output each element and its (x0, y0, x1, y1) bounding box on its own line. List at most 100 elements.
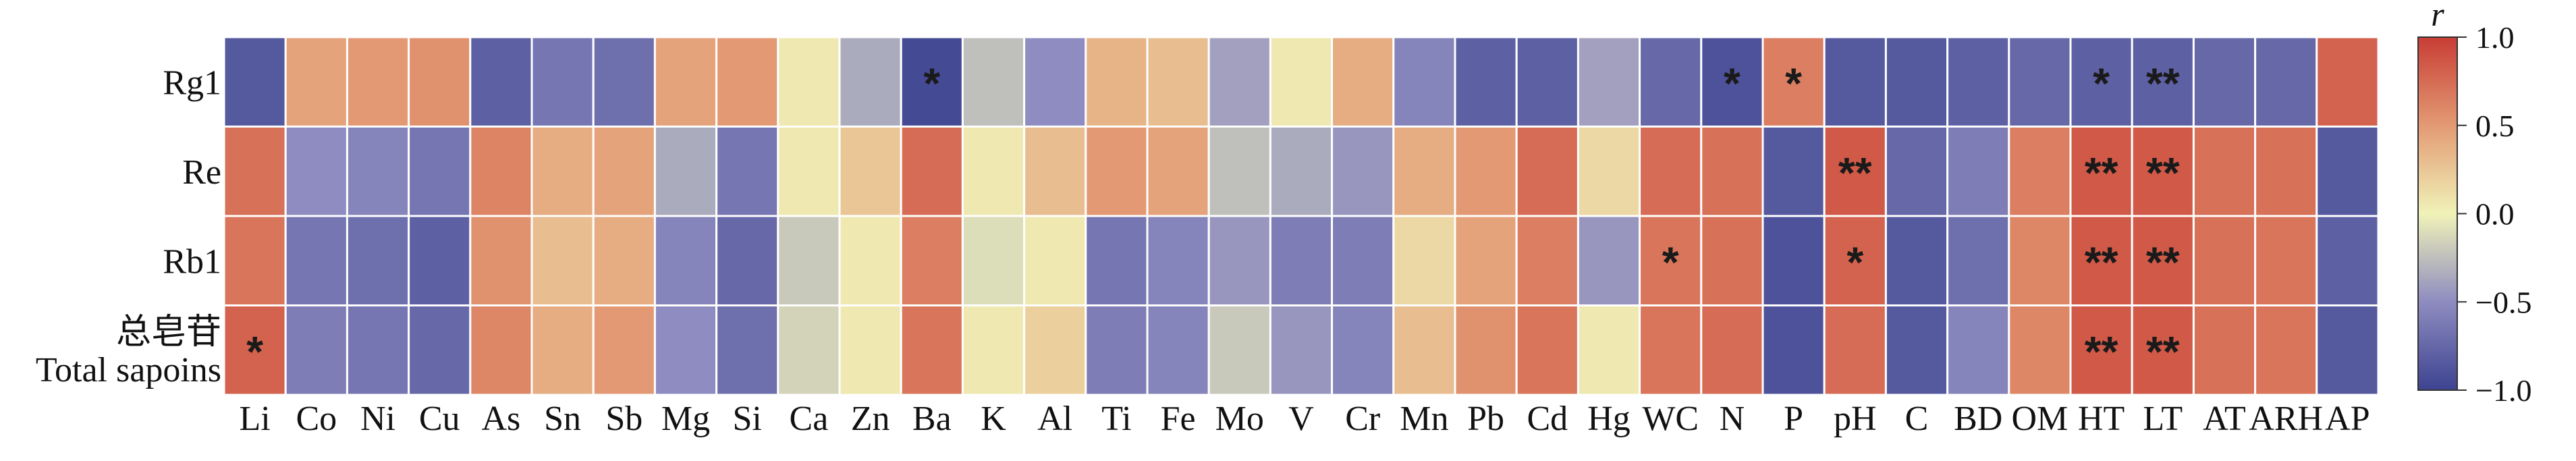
heatmap-cell (1823, 126, 1887, 217)
heatmap-cell (408, 215, 472, 306)
heatmap-cell (530, 36, 595, 128)
heatmap-cell (408, 126, 472, 217)
heatmap-cell (1269, 215, 1334, 306)
heatmap-cell (1577, 215, 1641, 306)
heatmap-cell (1392, 36, 1456, 128)
column-label: HT (2078, 400, 2125, 438)
colorbar-label: r (2431, 0, 2444, 33)
heatmap-cell (1085, 126, 1149, 217)
heatmap-cell (2131, 126, 2195, 217)
heatmap-cell (838, 36, 902, 128)
heatmap-cell (900, 126, 964, 217)
heatmap-cell (2069, 304, 2133, 396)
heatmap-cell (2254, 36, 2318, 128)
heatmap-cell (1392, 304, 1456, 396)
heatmap-cell (1331, 215, 1395, 306)
column-label: pH (1834, 400, 1877, 438)
heatmap-cell (1023, 304, 1087, 396)
heatmap-cell (900, 215, 964, 306)
heatmap-cell (1207, 126, 1271, 217)
heatmap-cell (1761, 126, 1826, 217)
colorbar: r 1.0 0.5 0.0 −0.5 −1.0 (2417, 0, 2531, 408)
heatmap-cell (530, 126, 595, 217)
heatmap-cell (2315, 36, 2380, 128)
heatmap-cell (2192, 126, 2257, 217)
heatmap-cell (1884, 126, 1949, 217)
heatmap-cells (223, 36, 2380, 396)
heatmap-cell (2315, 126, 2380, 217)
heatmap-cell (1269, 304, 1334, 396)
heatmap-cell (346, 36, 410, 128)
heatmap-cell (469, 304, 533, 396)
significance-mark: * (1662, 238, 1679, 286)
heatmap-cell (1085, 36, 1149, 128)
heatmap-cell (2315, 215, 2380, 306)
colorbar-tick-label: 0.0 (2475, 197, 2515, 232)
heatmap-cell (1577, 36, 1641, 128)
heatmap-cell (2315, 304, 2380, 396)
heatmap-cell (653, 215, 718, 306)
heatmap-cell (2254, 304, 2318, 396)
heatmap-cell (1823, 36, 1887, 128)
heatmap-cell (592, 36, 656, 128)
heatmap-cell (2192, 304, 2257, 396)
column-label: AT (2203, 400, 2246, 438)
column-label: P (1784, 400, 1803, 438)
heatmap-cell (1761, 215, 1826, 306)
column-label: Sn (544, 400, 581, 438)
column-label: OM (2012, 400, 2068, 438)
heatmap-cell (2254, 215, 2318, 306)
column-label: Pb (1467, 400, 1504, 438)
column-label: Mo (1215, 400, 1264, 438)
heatmap-cell (715, 126, 779, 217)
column-labels: Li Co Ni Cu As Sn Sb Mg Si Ca Zn Ba K Al Ti Fe Mo V Cr Mn Pb… (239, 400, 2369, 438)
colorbar-tick-label: −0.5 (2475, 285, 2531, 319)
heatmap-cell (900, 36, 964, 128)
colorbar-tick-label: −1.0 (2475, 373, 2531, 408)
heatmap-cell (1454, 126, 1518, 217)
heatmap-cell (1700, 36, 1764, 128)
row-label: Rg1 (163, 63, 221, 102)
heatmap-cell (469, 36, 533, 128)
heatmap-cell (1700, 215, 1764, 306)
column-label: BD (1954, 400, 2002, 438)
column-label: K (981, 400, 1006, 438)
column-label: Cu (419, 400, 460, 438)
heatmap-cell (2254, 126, 2318, 217)
heatmap-cell (1331, 126, 1395, 217)
heatmap-cell (1331, 36, 1395, 128)
column-label: Sb (605, 400, 642, 438)
colorbar-tick-label: 0.5 (2475, 109, 2515, 143)
column-label: Si (733, 400, 762, 438)
row-label: Re (182, 153, 221, 192)
heatmap-cell (1515, 215, 1579, 306)
heatmap-cell (1085, 304, 1149, 396)
heatmap-cell (1207, 215, 1271, 306)
significance-mark: ** (2085, 327, 2118, 376)
heatmap-cell (408, 36, 472, 128)
significance-mark: ** (2085, 238, 2118, 286)
column-label: Ti (1101, 400, 1131, 438)
significance-mark: ** (2085, 148, 2118, 197)
heatmap-cell (284, 36, 348, 128)
heatmap-cell (2192, 36, 2257, 128)
heatmap-cell (2008, 126, 2072, 217)
heatmap-cell (1146, 215, 1210, 306)
heatmap-cell (1946, 36, 2010, 128)
heatmap-cell (1884, 215, 1949, 306)
colorbar-tick-label: 1.0 (2475, 20, 2515, 55)
heatmap-cell (1085, 215, 1149, 306)
heatmap-cell (1454, 215, 1518, 306)
column-label: Zn (851, 400, 890, 438)
heatmap-cell (284, 215, 348, 306)
row-label: 总皂苷 (116, 313, 221, 352)
heatmap-cell (838, 215, 902, 306)
heatmap-cell (530, 215, 595, 306)
significance-mark: * (2093, 59, 2110, 107)
significance-mark: ** (2146, 59, 2180, 107)
heatmap-cell (1823, 215, 1887, 306)
heatmap-cell (2131, 215, 2195, 306)
heatmap-cell (1946, 215, 2010, 306)
column-label: Ca (790, 400, 829, 438)
